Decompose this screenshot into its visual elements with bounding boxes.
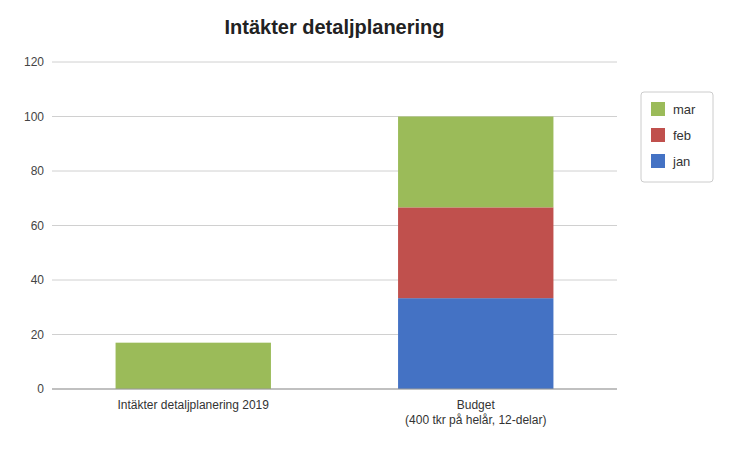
grid-line bbox=[52, 389, 617, 390]
bar-segment bbox=[116, 343, 271, 389]
legend-swatch bbox=[651, 102, 665, 116]
legend-swatch bbox=[651, 154, 665, 168]
legend-frame bbox=[641, 92, 713, 182]
chart-container: Intäkter detaljplanering 0 20 40 60 80 100 120 I… bbox=[0, 0, 747, 451]
legend: mar feb jan bbox=[641, 92, 713, 182]
legend-swatch bbox=[651, 128, 665, 142]
y-tick-label: 120 bbox=[24, 55, 44, 69]
y-tick-label: 100 bbox=[24, 110, 44, 124]
y-tick-label: 80 bbox=[31, 164, 45, 178]
x-tick-label-line: (400 tkr på helår, 12-delar) bbox=[405, 413, 546, 427]
y-tick-label: 40 bbox=[31, 273, 45, 287]
x-tick-label-line: Intäkter detaljplanering 2019 bbox=[118, 398, 270, 412]
bar-segment bbox=[398, 207, 553, 298]
legend-label: jan bbox=[672, 154, 690, 169]
title: Intäkter detaljplanering bbox=[224, 16, 444, 38]
x-tick-label-line: Budget bbox=[457, 398, 496, 412]
y-tick-label: 60 bbox=[31, 219, 45, 233]
chart-svg: Intäkter detaljplanering 0 20 40 60 80 100 120 I… bbox=[0, 0, 747, 451]
legend-label: feb bbox=[673, 128, 691, 143]
bars bbox=[116, 117, 554, 390]
bar-segment bbox=[398, 117, 553, 208]
x-axis-line bbox=[52, 389, 617, 390]
x-axis: Intäkter detaljplanering 2019 Budget(400 … bbox=[118, 398, 547, 427]
y-axis: 0 20 40 60 80 100 120 bbox=[24, 55, 617, 396]
bar-segment bbox=[398, 298, 553, 389]
y-tick-label: 20 bbox=[31, 328, 45, 342]
x-tick-label: Intäkter detaljplanering 2019 bbox=[118, 398, 270, 412]
legend-label: mar bbox=[673, 102, 696, 117]
x-tick-label: Budget(400 tkr på helår, 12-delar) bbox=[405, 398, 546, 427]
y-tick-label: 0 bbox=[37, 382, 44, 396]
grid-line bbox=[52, 62, 617, 63]
